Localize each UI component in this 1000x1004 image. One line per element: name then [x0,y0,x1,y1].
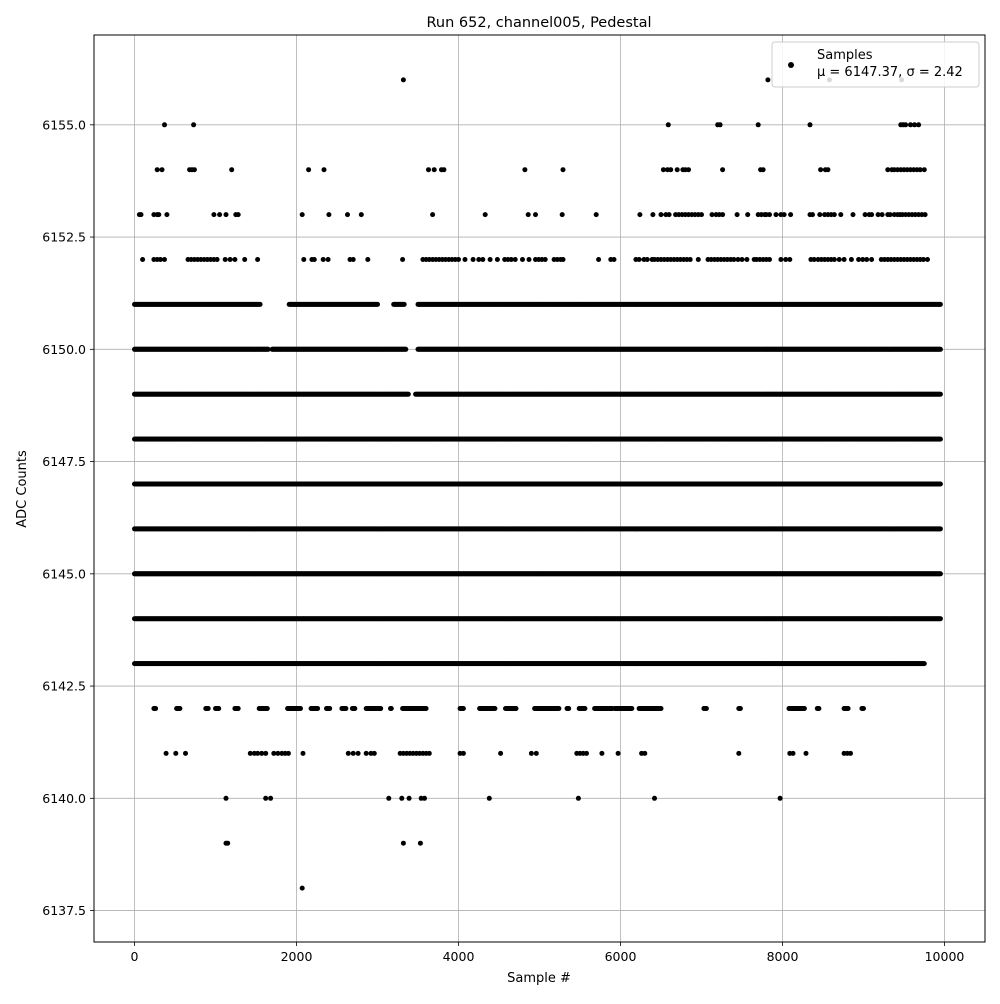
data-point [938,437,943,442]
data-point [375,302,380,307]
data-point [938,392,943,397]
data-point [938,482,943,487]
data-point [402,302,407,307]
data-point [403,347,408,352]
chart-title: Run 652, channel005, Pedestal [426,15,651,31]
data-point [938,347,943,352]
data-point [406,392,411,397]
data-point [258,302,263,307]
data-point [938,302,943,307]
